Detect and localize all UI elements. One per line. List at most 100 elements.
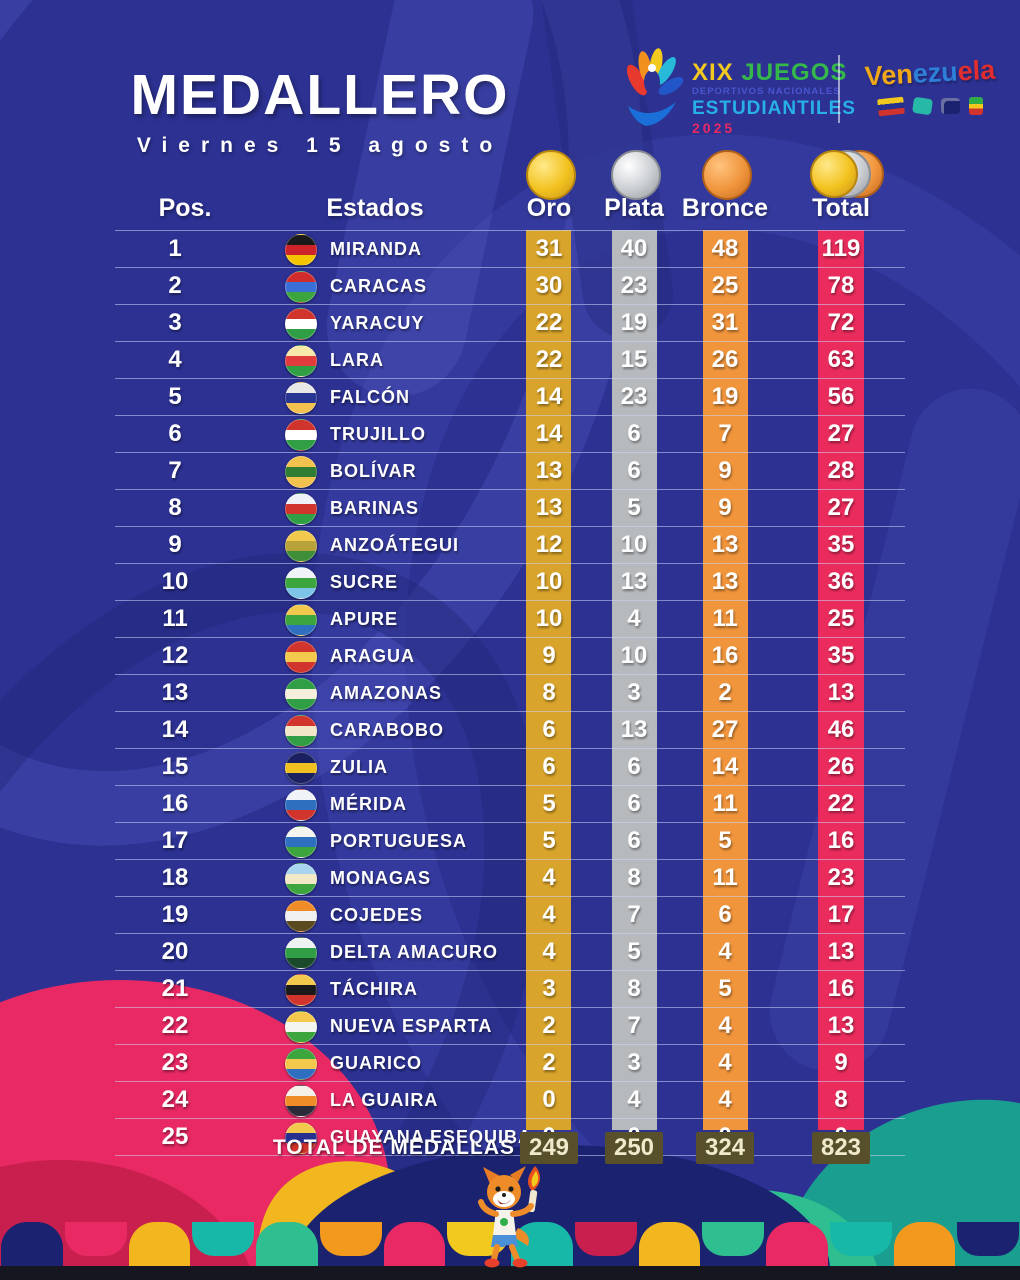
position: 22	[161, 1012, 189, 1039]
state-name: TRUJILLO	[330, 424, 426, 444]
gold-count: 8	[542, 679, 556, 706]
state-name: DELTA AMACURO	[330, 942, 498, 962]
state-flag-icon	[285, 1085, 317, 1117]
table-row: 20 DELTA AMACURO 4 5 4 13	[115, 934, 905, 971]
totals-gold: 249	[520, 1132, 578, 1164]
state-name: MÉRIDA	[330, 794, 407, 814]
total-count: 16	[827, 827, 855, 854]
state-flag-icon	[285, 308, 317, 340]
position: 3	[168, 309, 182, 336]
table-rows: 1 MIRANDA 31 40 48 119 2 CARACAS 30 23 2…	[115, 230, 905, 1156]
date-subtitle: Viernes 15 agosto	[136, 134, 504, 157]
gold-count: 4	[542, 938, 556, 965]
header: MEDALLERO Viernes 15 agosto	[95, 62, 545, 158]
totals-total: 823	[812, 1132, 870, 1164]
state-name: TÁCHIRA	[330, 979, 418, 999]
table-row: 24 LA GUAIRA 0 4 4 8	[115, 1082, 905, 1119]
state-name: PORTUGUESA	[330, 831, 468, 851]
table-row: 4 LARA 22 15 26 63	[115, 342, 905, 379]
bronze-column-bar	[703, 230, 748, 1130]
state-name: GUARICO	[330, 1053, 422, 1073]
position: 12	[161, 642, 189, 669]
gold-count: 13	[535, 457, 563, 484]
bronze-count: 4	[718, 938, 732, 965]
state-flag-icon	[285, 752, 317, 784]
total-count: 35	[827, 531, 855, 558]
column-header-bronce: Bronce	[681, 194, 769, 222]
state-flag-icon	[285, 678, 317, 710]
gold-medal-icon	[810, 150, 858, 198]
silver-count: 23	[620, 272, 648, 299]
table-row: 5 FALCÓN 14 23 19 56	[115, 379, 905, 416]
state-name: MONAGAS	[330, 868, 431, 888]
medal-table: 1 MIRANDA 31 40 48 119 2 CARACAS 30 23 2…	[115, 230, 905, 1166]
total-count: 9	[834, 1049, 848, 1076]
position: 20	[161, 938, 189, 965]
gold-count: 9	[542, 642, 556, 669]
silver-count: 6	[627, 457, 641, 484]
logo-divider	[838, 55, 840, 123]
state-name: BARINAS	[330, 498, 420, 518]
position: 7	[168, 457, 182, 484]
silver-count: 5	[627, 938, 641, 965]
table-row: 19 COJEDES 4 7 6 17	[115, 897, 905, 934]
position: 14	[161, 716, 189, 743]
bronze-count: 48	[711, 235, 739, 262]
total-column-bar	[818, 230, 864, 1130]
position: 16	[161, 790, 189, 817]
gold-count: 4	[542, 864, 556, 891]
silver-count: 6	[627, 753, 641, 780]
gold-count: 10	[535, 605, 563, 632]
state-flag-icon	[285, 974, 317, 1006]
position: 15	[161, 753, 189, 780]
bronze-count: 26	[711, 346, 739, 373]
venezuela-logo-glyph-icon	[911, 96, 933, 116]
total-count: 23	[827, 864, 855, 891]
total-count: 35	[827, 642, 855, 669]
state-flag-icon	[285, 530, 317, 562]
bronze-count: 4	[718, 1012, 732, 1039]
bronze-count: 19	[711, 383, 739, 410]
table-row: 9 ANZOÁTEGUI 12 10 13 35	[115, 527, 905, 564]
state-flag-icon	[285, 493, 317, 525]
table-row: 12 ARAGUA 9 10 16 35	[115, 638, 905, 675]
silver-count: 10	[620, 531, 648, 558]
gold-count: 4	[542, 901, 556, 928]
column-header-oro: Oro	[526, 194, 572, 222]
state-name: LARA	[330, 350, 384, 370]
table-row: 22 NUEVA ESPARTA 2 7 4 13	[115, 1008, 905, 1045]
games-subtitle-1: DEPORTIVOS NACIONALES	[692, 86, 841, 98]
gold-count: 30	[535, 272, 563, 299]
state-name: MIRANDA	[330, 239, 422, 259]
bronze-count: 11	[712, 605, 738, 632]
silver-count: 6	[627, 420, 641, 447]
gold-count: 6	[542, 753, 556, 780]
games-edition: XIX	[692, 59, 734, 86]
table-row: 13 AMAZONAS 8 3 2 13	[115, 675, 905, 712]
silver-count: 23	[620, 383, 648, 410]
state-name: NUEVA ESPARTA	[330, 1016, 493, 1036]
bronze-count: 4	[718, 1049, 732, 1076]
bronze-count: 13	[711, 568, 739, 595]
totals-silver: 250	[605, 1132, 663, 1164]
total-count: 25	[827, 605, 855, 632]
total-count: 78	[827, 272, 855, 299]
silver-count: 3	[627, 679, 641, 706]
state-flag-icon	[285, 863, 317, 895]
bronze-count: 9	[718, 494, 732, 521]
total-count: 13	[827, 679, 855, 706]
state-name: ARAGUA	[330, 646, 415, 666]
bronze-count: 7	[718, 420, 732, 447]
bronze-count: 11	[712, 864, 738, 891]
total-count: 13	[827, 938, 855, 965]
games-logo-text: XIX JUEGOS DEPORTIVOS NACIONALES ESTUDIA…	[692, 60, 856, 136]
silver-count: 6	[627, 790, 641, 817]
position: 19	[161, 901, 189, 928]
state-name: FALCÓN	[330, 387, 410, 407]
bronze-medal-icon	[702, 150, 752, 200]
silver-count: 8	[627, 975, 641, 1002]
silver-medal-icon	[611, 150, 661, 200]
table-row: 2 CARACAS 30 23 25 78	[115, 268, 905, 305]
table-row: 23 GUARICO 2 3 4 9	[115, 1045, 905, 1082]
games-subtitle-2: ESTUDIANTILES	[692, 98, 856, 120]
